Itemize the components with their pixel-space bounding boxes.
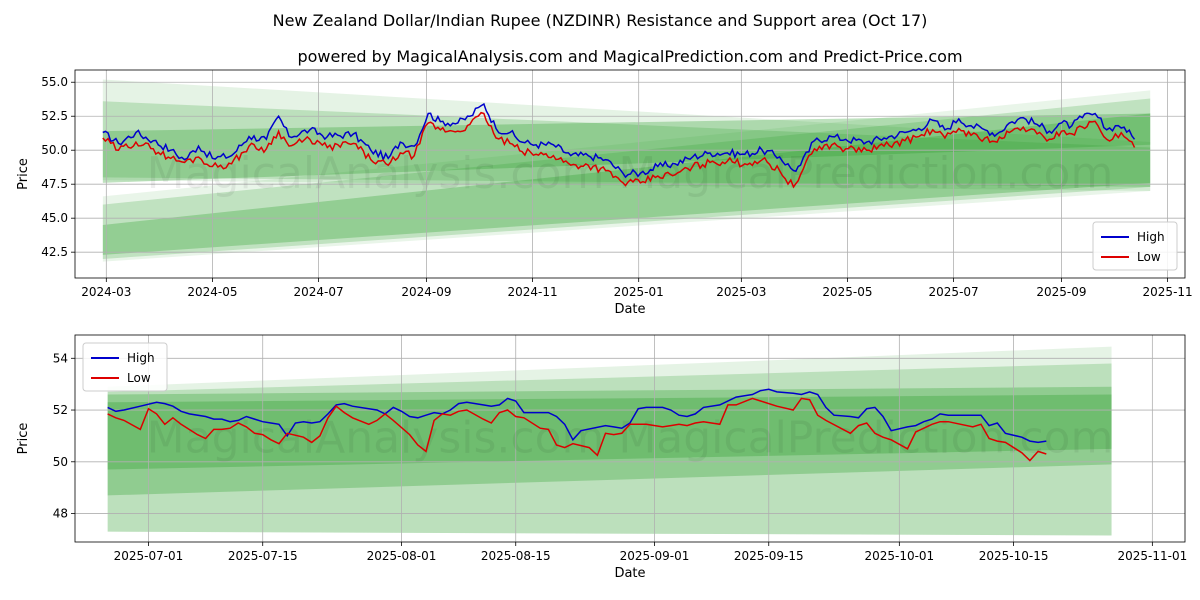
series-line-high: [107, 388, 1047, 444]
x-axis-label: Date: [614, 302, 645, 317]
x-tick-label-5: 2025-09-15: [734, 549, 804, 563]
x-tick-label-3: 2025-08-15: [481, 549, 551, 563]
x-tick-label-5: 2025-01: [614, 285, 664, 299]
grid: [75, 335, 1185, 542]
y-tick-label-4: 52.5: [41, 109, 68, 123]
y-tick-label-3: 54: [53, 351, 68, 365]
y-tick-label-1: 45.0: [41, 211, 68, 225]
support-resistance-band-5: [102, 113, 1151, 183]
grid: [75, 70, 1185, 278]
series-layer: [107, 388, 1047, 462]
x-tick-label-8: 2025-07: [929, 285, 979, 299]
y-axis-label: Price: [16, 158, 31, 190]
x-tick-label-7: 2025-10-15: [979, 549, 1049, 563]
bottom-plot: MagicalAnalysis.com MagicalPrediction.co…: [16, 334, 1187, 581]
x-tick-label-2: 2024-07: [294, 285, 344, 299]
x-tick-label-0: 2025-07-01: [114, 549, 184, 563]
support-resistance-band-0: [107, 346, 1112, 536]
support-resistance-band-3: [107, 394, 1112, 470]
legend-label-high: High: [1137, 230, 1165, 244]
band-layer: [102, 79, 1151, 262]
plot-frame: [74, 69, 1186, 279]
chart-title: New Zealand Dollar/Indian Rupee (NZDINR)…: [273, 11, 928, 30]
x-tick-label-8: 2025-11-01: [1117, 549, 1187, 563]
axes: 2025-07-01 2025-07-15 2025-08-01 2025-08-15…: [16, 351, 1187, 581]
legend: High Low: [82, 342, 168, 392]
x-tick-label-3: 2024-09: [401, 285, 451, 299]
x-tick-label-4: 2025-09-01: [620, 549, 690, 563]
watermark: MagicalAnalysis.com MagicalPrediction.co…: [147, 413, 1114, 464]
x-tick-label-0: 2024-03: [81, 285, 131, 299]
x-tick-label-9: 2025-09: [1036, 285, 1086, 299]
y-tick-label-2: 52: [53, 403, 68, 417]
top-plot: MagicalAnalysis.com MagicalPrediction.co…: [16, 69, 1193, 317]
watermark-text: MagicalAnalysis.com MagicalPrediction.co…: [147, 413, 1114, 464]
x-tick-label-6: 2025-10-01: [864, 549, 934, 563]
y-tick-label-3: 50.0: [41, 143, 68, 157]
chart-subtitle: powered by MagicalAnalysis.com and Magic…: [297, 47, 962, 66]
support-resistance-band-1: [102, 101, 1151, 187]
series-layer: [102, 102, 1136, 189]
legend-label-low: Low: [1137, 250, 1161, 264]
support-resistance-band-3: [102, 98, 1151, 259]
x-tick-label-1: 2024-05: [187, 285, 237, 299]
series-line-low: [102, 111, 1136, 189]
x-tick-label-2: 2025-08-01: [367, 549, 437, 563]
plot-frame: [74, 334, 1186, 543]
x-tick-label-4: 2024-11: [508, 285, 558, 299]
y-tick-label-5: 55.0: [41, 75, 68, 89]
x-axis-label: Date: [614, 566, 645, 581]
y-tick-label-2: 47.5: [41, 177, 68, 191]
x-tick-label-10: 2025-11: [1143, 285, 1193, 299]
axes: 2024-03 2024-05 2024-07 2024-09 2024-11 2025-…: [16, 75, 1193, 317]
series-line-low: [107, 397, 1047, 462]
x-tick-label-6: 2025-03: [716, 285, 766, 299]
legend-label-low: Low: [127, 371, 151, 385]
support-resistance-band-2: [107, 386, 1112, 496]
y-tick-label-0: 42.5: [41, 245, 68, 259]
legend: High Low: [1092, 221, 1178, 271]
support-resistance-band-0: [102, 79, 1151, 191]
y-tick-label-0: 48: [53, 507, 68, 521]
x-tick-label-7: 2025-05: [822, 285, 872, 299]
series-line-high: [102, 102, 1136, 179]
band-layer: [107, 346, 1112, 536]
y-axis-label: Price: [16, 423, 31, 455]
x-tick-label-1: 2025-07-15: [228, 549, 298, 563]
y-tick-label-1: 50: [53, 455, 68, 469]
legend-label-high: High: [127, 351, 155, 365]
